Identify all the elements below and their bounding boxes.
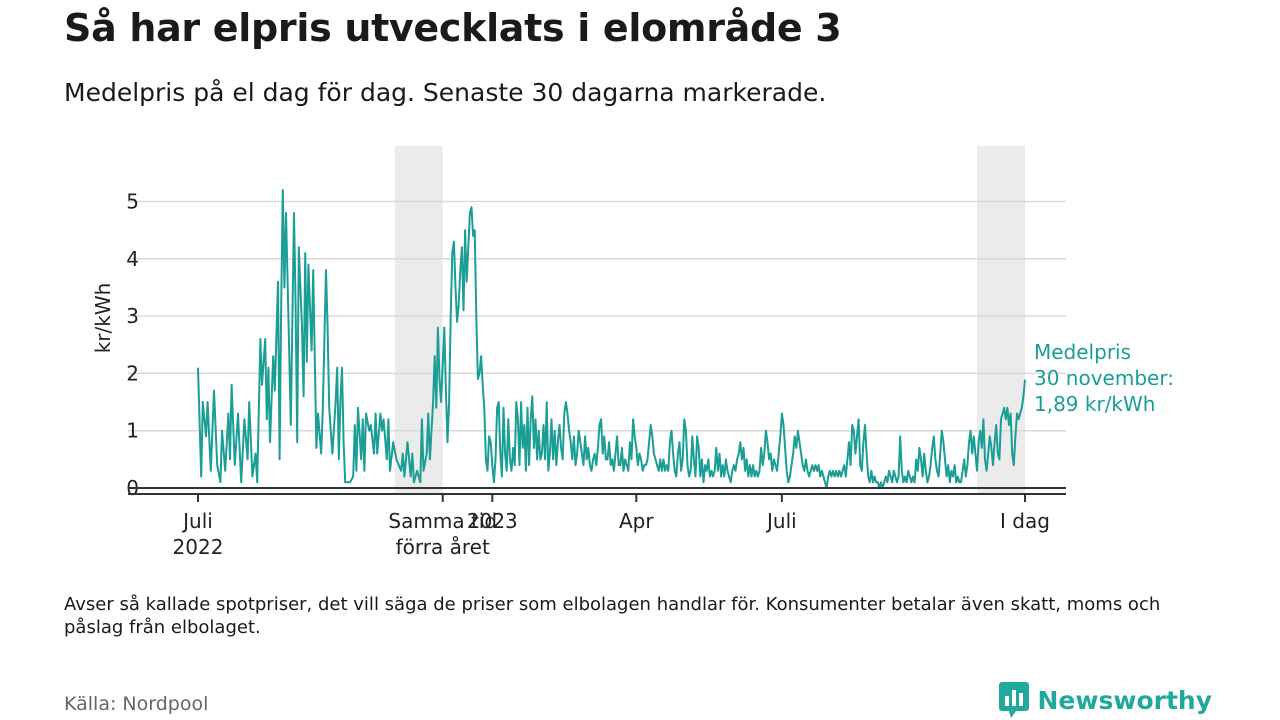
- footnote: Avser så kallade spotpriser, det vill sä…: [64, 594, 1161, 638]
- y-gridlines: [128, 200, 1066, 432]
- x-tick-label: Juli: [181, 509, 213, 533]
- x-tick-label: Samma tid: [388, 509, 497, 533]
- x-tick-label: 2023: [467, 509, 518, 533]
- chart-title: Så har elpris utvecklats i elområde 3: [64, 6, 842, 50]
- newsworthy-logo-icon: [998, 682, 1029, 718]
- x-tick-label: Juli: [765, 509, 797, 533]
- y-tick-label: 3: [126, 304, 139, 328]
- x-tick-label: I dag: [1000, 509, 1050, 533]
- annotation-line: Medelpris: [1034, 340, 1131, 364]
- annotation-line: 30 november:: [1034, 366, 1174, 390]
- series-lines: [197, 189, 1026, 489]
- brand-logo[interactable]: Newsworthy: [998, 682, 1213, 718]
- x-tick-label: förra året: [396, 535, 490, 559]
- highlight-band-0: [394, 146, 443, 494]
- y-tick-label: 1: [126, 419, 139, 443]
- brand-name: Newsworthy: [1037, 685, 1213, 715]
- y-tick-label: 5: [126, 190, 139, 214]
- annotation-line: 1,89 kr/kWh: [1034, 392, 1155, 416]
- x-tick-label: Apr: [619, 509, 654, 533]
- y-tick-label: 4: [126, 247, 139, 271]
- y-tick-label: 2: [126, 361, 139, 385]
- x-tick-label: 2022: [173, 535, 224, 559]
- source-label: Källa: Nordpool: [64, 693, 209, 715]
- series-line-0: [197, 189, 1026, 489]
- chart-subtitle: Medelpris på el dag för dag. Senaste 30 …: [64, 78, 827, 107]
- y-axis-label: kr/kWh: [91, 283, 115, 354]
